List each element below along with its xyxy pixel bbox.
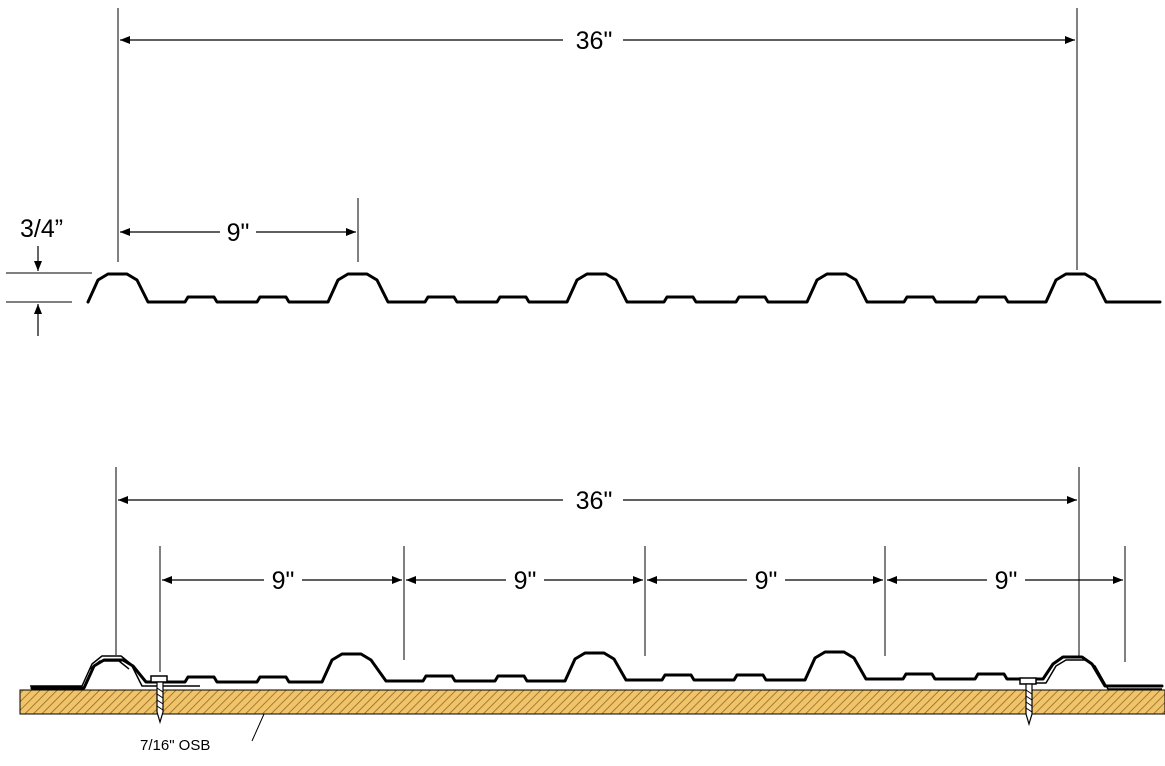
top-rib-spacing-label: 9" <box>227 219 250 247</box>
bottom-rib-spacing-label-3: 9" <box>755 567 778 595</box>
top-profile: 36" 9" 3/4” <box>6 8 1162 336</box>
bottom-rib-label-bg-2 <box>506 567 544 593</box>
rib-height-label: 3/4” <box>20 215 63 243</box>
bottom-panel-profile <box>30 650 1164 690</box>
bottom-rib-label-bg-3 <box>747 567 785 593</box>
osb-leader-line <box>251 713 265 742</box>
bottom-rib-label-bg-4 <box>987 567 1025 593</box>
top-rib-spacing-label-bg <box>220 219 256 245</box>
left-lap-underlap-panel <box>30 655 200 687</box>
bottom-rib-spacing-label-4: 9" <box>995 567 1018 595</box>
osb-label: 7/16" OSB <box>140 737 210 754</box>
bottom-overall-label-bg <box>563 486 623 514</box>
bottom-rib-spacing-label-2: 9" <box>514 567 537 595</box>
right-fastener <box>1019 677 1037 727</box>
bottom-rib-label-bg-1 <box>264 567 302 593</box>
left-fastener <box>150 675 168 725</box>
osb-substrate <box>19 689 1165 715</box>
bottom-rib-spacing-label-1: 9" <box>272 567 295 595</box>
top-overall-width-label: 36" <box>576 27 613 55</box>
top-panel-profile <box>86 272 1162 304</box>
right-lap-overlap-panel <box>1030 659 1162 690</box>
bottom-overall-width-label: 36" <box>576 487 613 515</box>
left-lap-top-sheet <box>89 660 130 670</box>
top-overall-label-bg <box>563 26 623 54</box>
bottom-assembly: 36" 9" 9" 9" 9" 7/16" OSB <box>19 467 1165 754</box>
